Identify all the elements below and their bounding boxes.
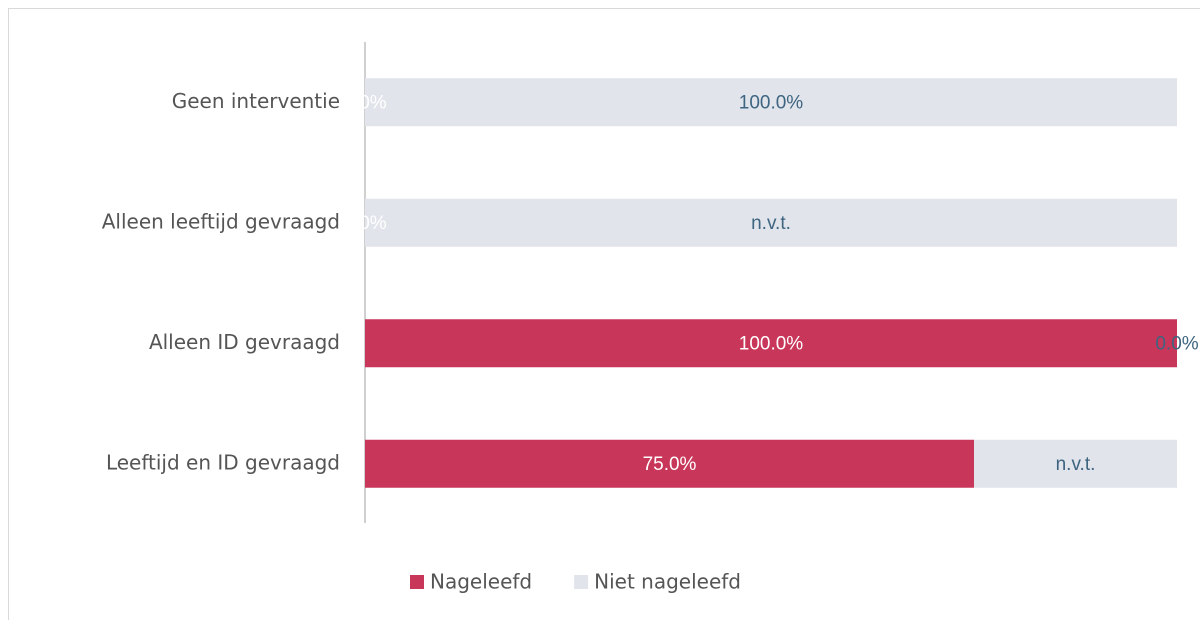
category-label: Geen interventie (172, 89, 340, 113)
bar-segment (365, 198, 1177, 247)
bar-segment (365, 439, 974, 488)
bar-segment (365, 319, 1177, 368)
value-label: 75.0% (643, 454, 697, 475)
value-label: 0.0% (343, 92, 386, 113)
bar-segment (974, 439, 1177, 488)
legend-swatch (574, 575, 589, 589)
legend: Nageleefd Niet nageleefd (410, 570, 741, 594)
category-label: Leeftijd en ID gevraagd (106, 450, 340, 474)
value-label: 100.0% (739, 92, 804, 113)
legend-label: Nageleefd (430, 570, 532, 594)
value-label: 0.0% (1155, 333, 1198, 354)
labels: Geen interventie 0.0% 100.0%Alleen leeftij… (102, 89, 1199, 475)
category-label: Alleen leeftijd gevraagd (102, 209, 340, 233)
value-label: 100.0% (739, 333, 804, 354)
legend-swatch (410, 575, 424, 589)
legend-label: Niet nageleefd (594, 570, 741, 594)
value-label: 0.0% (343, 213, 386, 234)
value-label: n.v.t. (1056, 454, 1096, 475)
value-label: n.v.t. (751, 213, 791, 234)
bars (365, 78, 1177, 488)
category-label: Alleen ID gevraagd (149, 330, 340, 354)
chart-frame (8, 8, 1200, 620)
bar-segment (365, 78, 1177, 127)
